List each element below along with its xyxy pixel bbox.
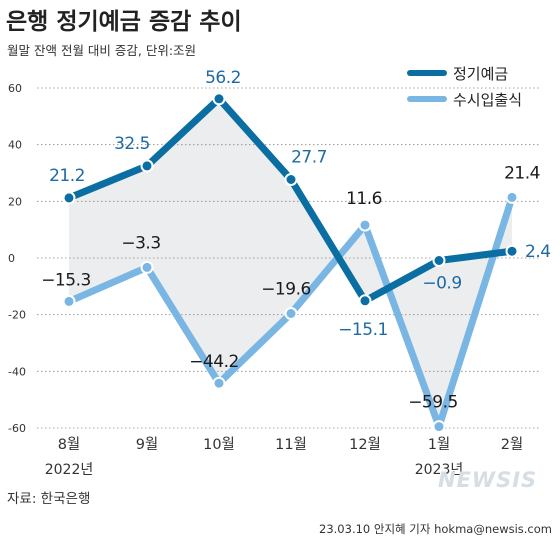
point-savings: [505, 190, 519, 204]
x-tick-label: 9월: [136, 436, 159, 453]
data-label-savings: −3.3: [121, 233, 160, 253]
data-label-savings: −44.2: [189, 352, 239, 372]
point-savings: [432, 420, 446, 434]
source-note: 자료: 한국은행: [7, 491, 90, 507]
legend-label-deposit: 정기예금: [453, 65, 508, 83]
data-label-deposit: 21.2: [49, 166, 85, 186]
point-deposit: [140, 159, 154, 173]
x-tick-label: 8월: [58, 436, 81, 453]
data-label-savings: 21.4: [504, 163, 540, 183]
data-label-savings: −15.3: [41, 270, 91, 290]
x-year-label: 2023년: [415, 462, 464, 478]
point-deposit: [284, 173, 298, 186]
data-label-deposit: −15.1: [338, 320, 388, 340]
plot-area: 60 40 20 0 -20 -40 -60 8월 9월 10월 11월 12월 1월 2월 2022년 20…: [8, 68, 551, 478]
point-deposit: [212, 92, 226, 106]
data-label-savings: −59.5: [408, 393, 458, 413]
data-label-deposit: 32.5: [114, 134, 150, 154]
point-deposit: [505, 244, 519, 258]
chart-title: 은행 정기예금 증감 추이: [6, 9, 242, 35]
point-savings: [212, 376, 226, 390]
y-tick-label: 20: [8, 195, 22, 208]
y-tick-label: 60: [8, 82, 22, 95]
point-deposit: [358, 294, 372, 308]
y-tick-label: -60: [8, 422, 26, 435]
brand-watermark: NEWSIS: [438, 468, 537, 492]
x-tick-label: 1월: [428, 436, 451, 453]
data-label-savings: 11.6: [346, 189, 382, 209]
data-label-savings: −19.6: [261, 280, 311, 300]
band-area: [69, 98, 512, 427]
x-tick-label: 10월: [203, 436, 235, 453]
point-savings: [358, 218, 372, 232]
data-label-deposit: 56.2: [205, 68, 241, 88]
x-year-label: 2022년: [45, 462, 94, 478]
y-tick-label: -20: [8, 309, 26, 322]
point-deposit: [432, 254, 446, 267]
data-label-deposit: 2.4: [525, 242, 551, 262]
credit-line: 23.03.10 안지혜 기자 hokma@newsis.com: [319, 522, 552, 536]
y-tick-label: -40: [8, 365, 26, 378]
legend-label-savings: 수시입출식: [453, 91, 522, 109]
x-tick-label: 2월: [501, 436, 524, 453]
point-savings: [284, 307, 298, 320]
point-savings: [62, 294, 76, 308]
data-label-deposit: −0.9: [422, 274, 461, 294]
legend: 정기예금 수시입출식: [407, 65, 522, 109]
data-label-deposit: 27.7: [291, 148, 327, 168]
y-tick-label: 40: [8, 139, 22, 152]
chart-subtitle: 월말 잔액 전월 대비 증감, 단위:조원: [7, 43, 196, 58]
x-tick-label: 11월: [275, 436, 307, 453]
x-tick-label: 12월: [349, 436, 381, 453]
y-tick-label: 0: [8, 252, 15, 265]
point-savings: [140, 260, 154, 274]
point-deposit: [62, 191, 76, 205]
